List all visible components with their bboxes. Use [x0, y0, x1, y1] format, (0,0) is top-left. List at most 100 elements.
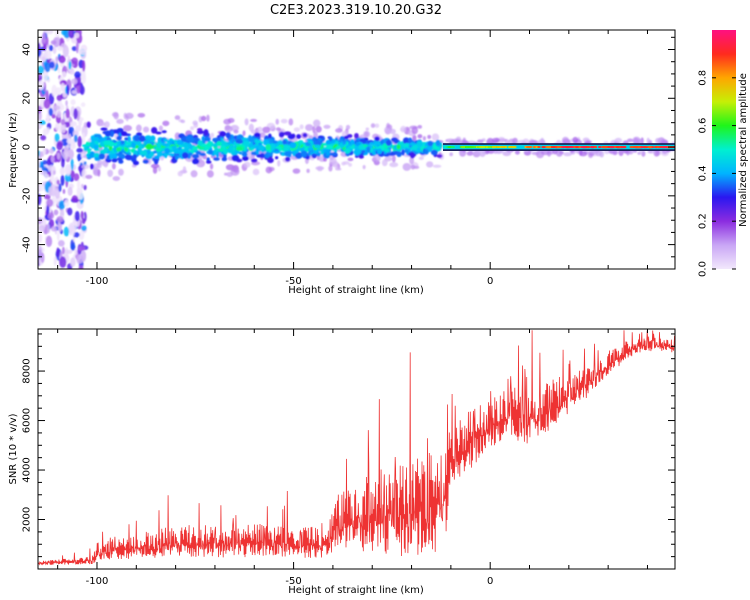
spectrogram-blob [180, 119, 186, 124]
spectrogram-blob [100, 127, 108, 131]
spectrogram-blob [104, 130, 111, 137]
snr-y-tick-label: 2000 [22, 507, 33, 532]
colorbar-ticks: 0.0 0.2 0.4 0.6 0.8 [698, 70, 736, 277]
spectrogram-blob [349, 139, 355, 145]
spectrogram-blob [585, 140, 592, 144]
spectrogram-blob [48, 186, 52, 196]
spectrogram-blob [81, 225, 87, 232]
spectrogram-blob [199, 152, 206, 157]
spectrogram-blob [117, 140, 121, 147]
spectrogram-blob [626, 138, 634, 143]
spectrogram-blob [72, 130, 79, 137]
spectrogram-blob [56, 141, 63, 151]
spectrogram-blob [168, 153, 175, 157]
spectrogram-blob [221, 156, 228, 162]
spectrogram-blob [294, 152, 303, 159]
spectrogram-x-tick-label: -50 [285, 276, 301, 287]
spectrogram-blob [98, 153, 105, 160]
spectrogram-blob [70, 99, 76, 106]
spectrogram-blob [43, 98, 51, 109]
spectrogram-blob [235, 139, 240, 144]
spectrogram-blob [93, 152, 100, 158]
colorbar-tick-label: 0.2 [698, 213, 709, 229]
narrow-band-blob [465, 145, 469, 149]
spectrogram-blob [172, 148, 180, 153]
spectrogram-blob [81, 218, 86, 225]
snr-series-line [37, 330, 676, 566]
spectrogram-blob [238, 151, 243, 155]
spectrogram-blob [124, 154, 133, 160]
spectrogram-blob [216, 140, 222, 147]
spectrogram-blob [369, 141, 375, 146]
spectrogram-blob [281, 132, 285, 137]
spectrogram-blob [358, 155, 364, 159]
spectrogram-blob [191, 154, 200, 159]
spectrogram-blob [427, 134, 432, 139]
spectrogram-blob [123, 124, 132, 132]
snr-y-axis-label: SNR (10 * v/v) [8, 413, 19, 484]
spectrogram-blob [61, 30, 67, 36]
spectrogram-blob [75, 125, 82, 132]
spectrogram-blob [190, 170, 198, 178]
spectrogram-blob [71, 46, 78, 52]
spectrogram-blob [56, 231, 60, 241]
spectrogram-blob [370, 123, 376, 128]
spectrogram-blob [44, 62, 51, 73]
spectrogram-blob [251, 158, 258, 163]
spectrogram-blob [410, 164, 416, 170]
spectrogram-blob [62, 188, 66, 194]
spectrogram-blob [555, 149, 563, 157]
spectrogram-blob [176, 138, 182, 146]
spectrogram-blob [435, 139, 441, 147]
spectrogram-blob [38, 233, 43, 243]
spectrogram-blob [306, 138, 314, 142]
spectrogram-blob [227, 117, 235, 123]
spectrogram-blob [231, 154, 240, 162]
spectrogram-blob [227, 147, 234, 154]
narrow-band-blob [561, 145, 566, 149]
spectrogram-blob [106, 155, 110, 161]
spectrogram-blob [75, 41, 79, 54]
spectrogram-blob [262, 126, 271, 134]
narrow-band-blob [487, 145, 491, 149]
spectrogram-blob [65, 249, 73, 254]
spectrogram-blob [411, 126, 418, 135]
snr-panel: -100 -50 0 2000 4000 6000 8000 Height of strai… [8, 328, 676, 596]
spectrogram-blob [355, 141, 361, 147]
spectrogram-blob [348, 162, 353, 167]
spectrogram-blob [562, 136, 569, 144]
spectrogram-blob [73, 134, 78, 143]
spectrogram-blob [38, 217, 43, 225]
spectrogram-blob [143, 126, 150, 133]
spectrogram-blob [54, 123, 60, 131]
spectrogram-blob [54, 133, 60, 143]
spectrogram-blob [158, 125, 163, 132]
snr-y-tick-label: 4000 [22, 457, 33, 482]
spectrogram-blob [47, 30, 54, 35]
spectrogram-blob [145, 143, 153, 150]
spectrogram-blob [195, 151, 202, 155]
spectrogram-blob [267, 150, 274, 157]
spectrogram-blob [133, 134, 140, 142]
spectrogram-blob [126, 141, 132, 146]
spectrogram-blob [71, 57, 78, 65]
spectrogram-blob [40, 53, 47, 63]
spectrogram-blob [272, 140, 278, 144]
spectrogram-blob [65, 100, 68, 106]
spectrogram-blob [66, 138, 73, 144]
spectrogram-blob [427, 140, 434, 147]
spectrogram-blob [46, 159, 53, 166]
spectrogram-blob [342, 141, 347, 145]
spectrogram-blob [52, 46, 57, 55]
spectrogram-blob [385, 139, 392, 146]
spectrogram-blob [66, 84, 70, 96]
spectrogram-blob [69, 143, 76, 150]
spectrogram-blob [289, 142, 297, 149]
spectrogram-blob [40, 135, 47, 141]
spectrogram-blob [152, 166, 158, 174]
spectrogram-blob [111, 163, 116, 170]
spectrogram-blob [372, 154, 381, 162]
spectrogram-blob [173, 141, 178, 145]
spectrogram-ticks: -100 -50 0 -40 -20 0 20 40 [22, 30, 675, 287]
spectrogram-blob [162, 120, 170, 127]
